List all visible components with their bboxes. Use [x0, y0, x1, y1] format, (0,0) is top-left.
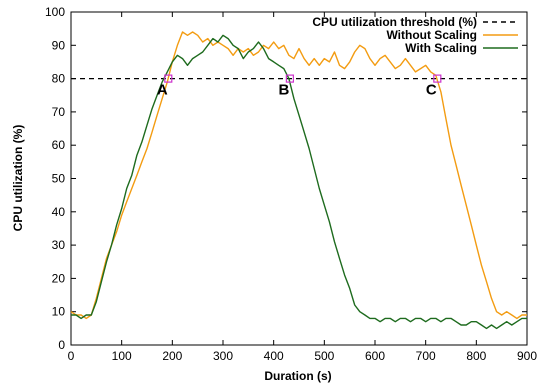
y-tick-label: 90	[52, 38, 66, 52]
crossing-marker-a	[164, 74, 173, 83]
y-tick-label: 10	[52, 305, 66, 319]
x-tick-label: 800	[466, 349, 486, 363]
y-tick-label: 20	[52, 271, 66, 285]
crossing-marker-b	[285, 74, 294, 83]
axes	[70, 11, 528, 346]
series-lines	[70, 31, 527, 330]
y-tick-label: 100	[45, 5, 65, 19]
crossing-markers: A B C	[157, 74, 442, 99]
x-tick-label: 200	[162, 349, 182, 363]
annotation-label-c: C	[426, 82, 437, 99]
x-tick-label: 400	[264, 349, 284, 363]
legend-label: With Scaling	[405, 41, 477, 55]
x-tick-label: 100	[112, 349, 132, 363]
y-axis-title: CPU utilization (%)	[11, 125, 25, 232]
y-tick-label: 60	[52, 138, 66, 152]
y-tick-label: 0	[58, 338, 65, 352]
legend-label: Without Scaling	[386, 28, 477, 42]
legend: CPU utilization threshold (%)Without Sca…	[312, 15, 518, 55]
plot-frame	[70, 11, 528, 346]
x-tick-label: 700	[416, 349, 436, 363]
y-tick-label: 70	[52, 105, 66, 119]
x-tick-label: 0	[68, 349, 75, 363]
x-tick-label: 500	[314, 349, 334, 363]
y-tick-label: 80	[52, 72, 66, 86]
annotation-label-b: B	[278, 82, 289, 99]
x-tick-label: 600	[365, 349, 385, 363]
legend-label: CPU utilization threshold (%)	[312, 15, 477, 29]
x-tick-label: 900	[517, 349, 537, 363]
x-tick-label: 300	[213, 349, 233, 363]
y-tick-label: 30	[52, 238, 66, 252]
crossing-marker-c	[433, 74, 442, 83]
y-tick-label: 50	[52, 172, 66, 186]
series-line-with-scaling	[71, 34, 527, 330]
y-tick-label: 40	[52, 205, 66, 219]
axis-ticks: 0 100 200 300 400 500 600 700 800 900 0 10 20 30 40 50 6…	[45, 5, 537, 363]
series-line-without-scaling	[70, 31, 527, 320]
x-axis-title: Duration (s)	[264, 369, 331, 383]
annotation-label-a: A	[157, 82, 168, 99]
